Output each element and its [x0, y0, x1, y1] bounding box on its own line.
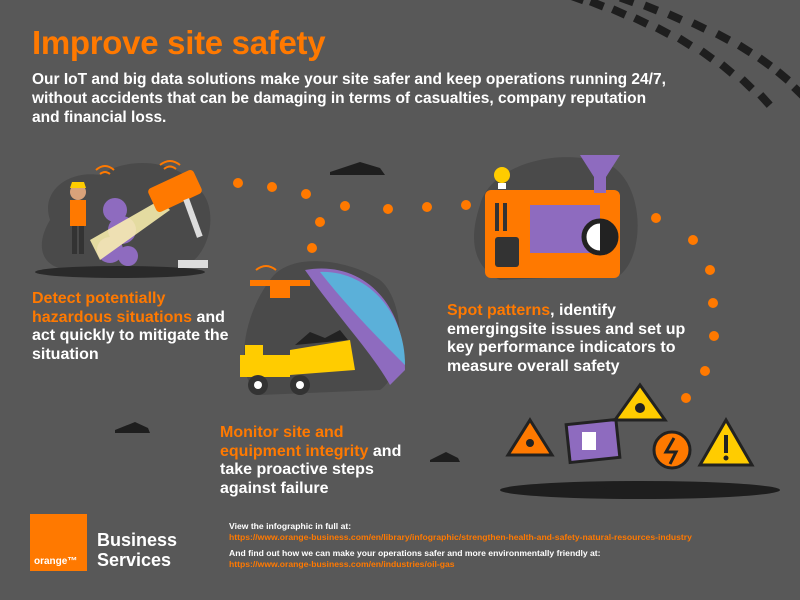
footer-link-2[interactable]: https://www.orange-business.com/en/indus… — [229, 559, 455, 569]
patterns-scene — [474, 155, 638, 280]
feature-detect-highlight: Detect potentially hazardous situations — [32, 290, 193, 326]
control-panel-icon — [485, 190, 620, 278]
biohazard-warning-icon — [612, 382, 668, 422]
drone-icon — [250, 265, 310, 298]
orange-logo[interactable]: orange™ — [30, 514, 87, 571]
tire-track-icon — [569, 0, 800, 108]
detect-scene — [35, 160, 211, 278]
footer-line-1: View the infographic in full at: — [229, 521, 352, 531]
funnel-icon — [580, 155, 620, 193]
wifi-icon — [95, 160, 181, 175]
intro-text: Our IoT and big data solutions make your… — [32, 71, 666, 126]
fire-exit-icon — [564, 417, 622, 465]
toxic-warning-icon — [505, 417, 555, 457]
electric-hazard-icon — [652, 430, 692, 470]
dump-truck-icon — [240, 330, 355, 395]
camera-icon — [148, 169, 208, 268]
feature-spot: Spot patterns, identify emergingsite iss… — [447, 302, 687, 376]
feature-monitor: Monitor site and equipment integrity and… — [220, 424, 420, 498]
magnifier-icon — [581, 218, 619, 256]
exclamation-warning-icon — [697, 417, 755, 467]
brand-line-2: Services — [97, 550, 172, 570]
footer-line-2: And find out how we can make your operat… — [229, 548, 601, 558]
page-title: Improve site safety — [32, 24, 326, 61]
feature-detect-text: and act quickly to mitigate the situatio… — [32, 308, 229, 363]
footer-link-1[interactable]: https://www.orange-business.com/en/libra… — [229, 532, 692, 542]
worker-icon — [70, 182, 86, 254]
feature-spot-text: , identify emergingsite issues and set u… — [447, 302, 686, 375]
orange-logo-text: orange™ — [34, 556, 78, 567]
feature-monitor-highlight: Monitor site and equipment integrity — [220, 424, 369, 460]
feature-detect: Detect potentially hazardous situations … — [32, 290, 232, 364]
feature-spot-highlight: Spot patterns — [447, 302, 551, 319]
lightbulb-icon — [494, 167, 510, 189]
brand-name: Business Services — [97, 530, 177, 570]
brand-line-1: Business — [97, 530, 178, 550]
feature-monitor-text: and take proactive steps against failure — [220, 442, 402, 497]
warning-signs — [500, 382, 780, 499]
monitor-scene — [240, 261, 405, 395]
footer-text: View the infographic in full at: https:/… — [229, 521, 789, 570]
